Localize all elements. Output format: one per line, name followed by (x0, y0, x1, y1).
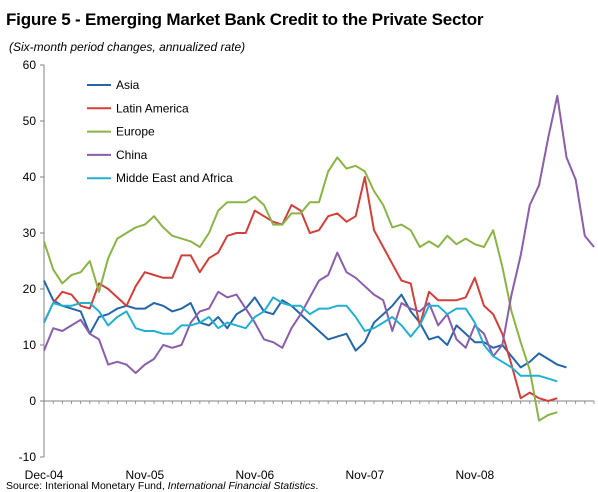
series-line-4 (43, 296, 558, 383)
chart-subtitle: (Six-month period changes, annualized ra… (9, 40, 246, 54)
x-tick-label: Nov-08 (455, 468, 494, 482)
x-tick-label: Nov-05 (125, 468, 164, 482)
legend: Asia Latin America Europe China Midde East a… (87, 78, 233, 185)
y-tick-label: -10 (19, 450, 37, 464)
legend-label-0: Asia (116, 78, 140, 92)
y-tick-label: 20 (23, 282, 37, 296)
x-tick-label: Nov-07 (345, 468, 384, 482)
y-tick-label: 50 (23, 114, 37, 128)
plot-area (43, 94, 595, 422)
series-line-3 (43, 94, 595, 374)
y-tick-label: 30 (23, 226, 37, 240)
chart-axes: -10 0 10 20 30 40 50 60 Dec-04 Nov-05 Nov-06 Nov-07… (19, 58, 595, 482)
legend-label-4: Midde East and Africa (116, 171, 233, 185)
x-tick-label: Dec-04 (25, 468, 64, 482)
x-tick-label: Nov-06 (235, 468, 274, 482)
chart-title: Figure 5 - Emerging Market Bank Credit t… (6, 10, 484, 29)
y-tick-label: 60 (23, 58, 37, 72)
legend-label-3: China (116, 148, 148, 162)
y-tick-label: 10 (23, 338, 37, 352)
series-line-2 (43, 156, 558, 422)
series-line-0 (43, 280, 567, 369)
source-note: Source: Interional Monetary Fund, Intern… (6, 480, 319, 492)
series-line-1 (43, 176, 558, 402)
y-tick-label: 40 (23, 170, 37, 184)
legend-label-2: Europe (116, 125, 155, 139)
y-tick-label: 0 (29, 394, 36, 408)
legend-label-1: Latin America (116, 101, 189, 115)
